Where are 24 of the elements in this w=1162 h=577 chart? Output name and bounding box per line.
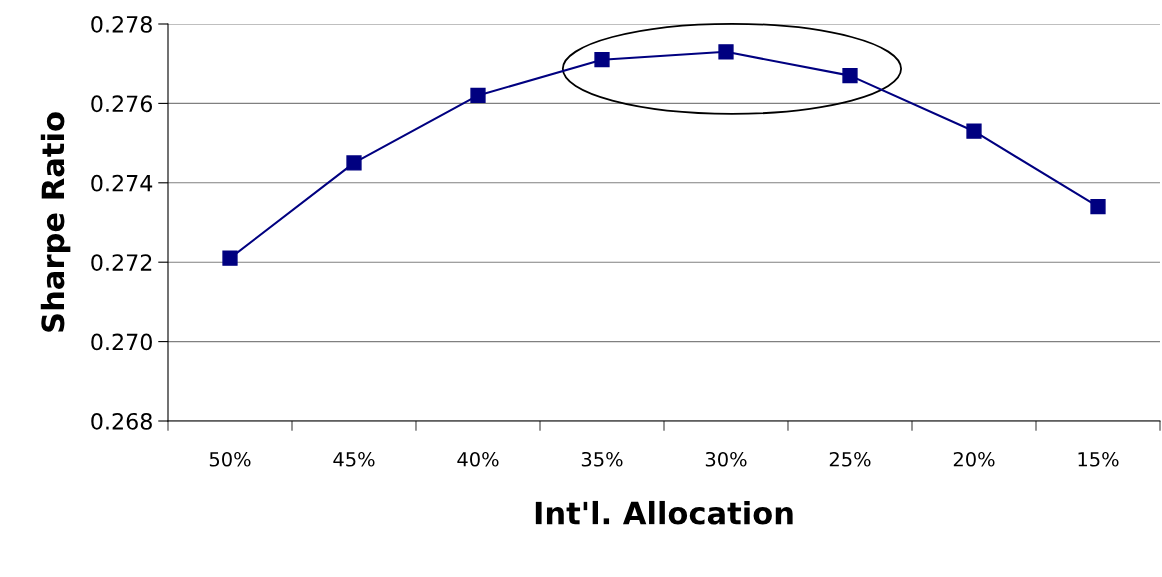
y-tick-label: 0.276	[91, 95, 153, 113]
x-axis-title: Int'l. Allocation	[535, 500, 793, 525]
point	[966, 123, 982, 139]
x-tick-label: 50%	[209, 451, 251, 467]
x-tick-label: 20%	[953, 451, 995, 467]
point	[1090, 198, 1106, 215]
y-tick-label: 0.268	[91, 412, 152, 430]
x-tick-label: 40%	[457, 451, 499, 467]
y-tick-label: 0.272	[91, 254, 152, 271]
y-tick-label: 0.270	[91, 333, 152, 351]
x-tick-label: 30%	[705, 451, 747, 467]
x-tick-label: 15%	[1078, 451, 1119, 467]
point	[346, 155, 362, 171]
y-axis-title: Sharpe Ratio	[40, 112, 71, 332]
point	[222, 250, 238, 266]
point	[594, 52, 610, 68]
x-tick-label: 45%	[333, 451, 375, 467]
x-tick-label: 35%	[581, 451, 623, 467]
point	[842, 67, 858, 84]
point	[718, 44, 734, 60]
x-tick-label: 25%	[829, 451, 871, 467]
y-tick-label: 0.274	[91, 174, 153, 192]
y-tick-label: 0.278	[91, 15, 152, 33]
point	[470, 87, 486, 104]
